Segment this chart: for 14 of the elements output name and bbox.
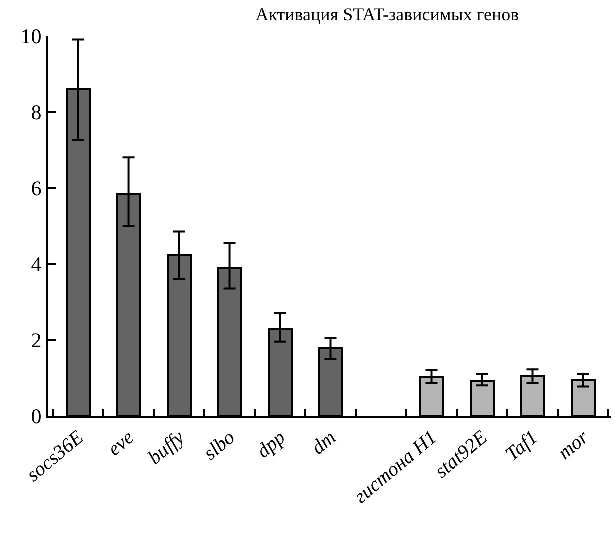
x-tick-label: eve — [104, 426, 139, 461]
x-tick-label: mor — [554, 426, 594, 464]
x-tick-label: dpp — [252, 426, 290, 463]
y-tick-label: 2 — [31, 328, 42, 352]
y-tick-label: 8 — [31, 100, 42, 124]
x-tick-label: dm — [308, 426, 340, 460]
x-tick-label: buffy — [144, 426, 190, 470]
y-tick-label: 10 — [20, 24, 42, 48]
y-tick-label: 0 — [31, 404, 42, 428]
x-tick-label: Taf1 — [502, 426, 542, 466]
x-tick-label: slbo — [200, 426, 240, 465]
y-tick-label: 4 — [31, 252, 42, 276]
y-tick-label: 6 — [31, 176, 42, 200]
chart-title: Активация STAT-зависимых генов — [256, 4, 520, 25]
